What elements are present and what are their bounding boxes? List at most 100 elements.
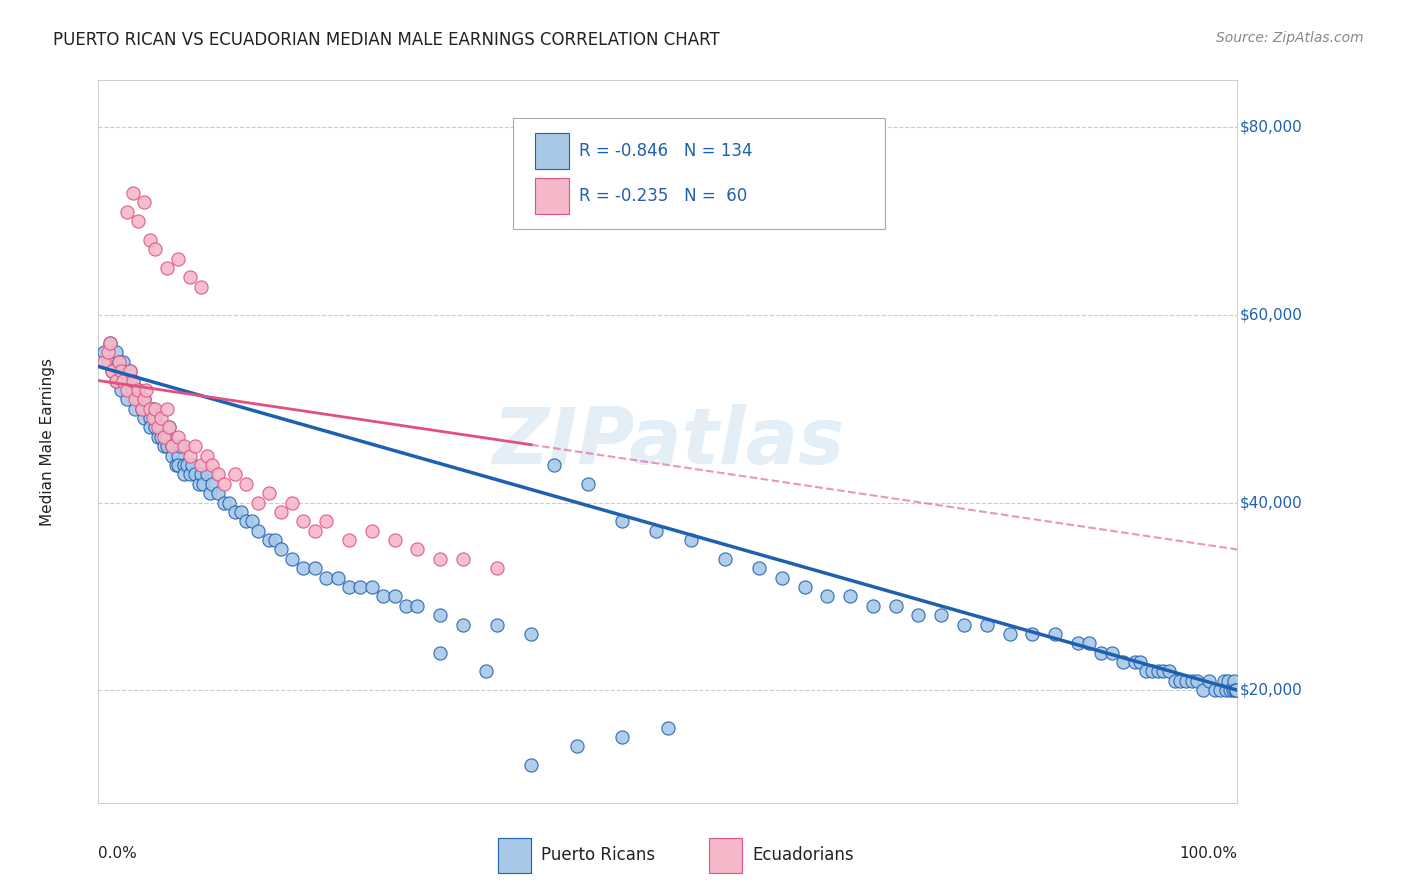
Point: [451, 617, 474, 632]
Point: [612, 730, 634, 744]
Point: [167, 449, 190, 463]
Point: [132, 392, 155, 407]
Point: [156, 401, 179, 416]
Point: [195, 467, 218, 482]
Point: [146, 420, 169, 434]
Point: [429, 551, 451, 566]
Point: [486, 617, 509, 632]
Point: [1043, 627, 1066, 641]
Point: [156, 439, 179, 453]
Point: [138, 411, 160, 425]
Point: [1187, 673, 1209, 688]
Point: [246, 524, 269, 538]
Text: $20,000: $20,000: [1240, 682, 1302, 698]
Point: [304, 561, 326, 575]
Point: [315, 571, 337, 585]
Point: [1140, 665, 1163, 679]
Point: [131, 401, 153, 416]
Point: [998, 627, 1021, 641]
Point: [1129, 655, 1152, 669]
Point: [93, 345, 115, 359]
Point: [180, 458, 202, 472]
Point: [292, 561, 315, 575]
Point: [145, 411, 167, 425]
Point: [235, 476, 257, 491]
Point: [1204, 683, 1226, 698]
Point: [132, 392, 155, 407]
Point: [1198, 673, 1220, 688]
Point: [839, 590, 862, 604]
Point: [406, 599, 429, 613]
Point: [1212, 673, 1234, 688]
Point: [1215, 683, 1237, 698]
Point: [184, 467, 207, 482]
Text: PUERTO RICAN VS ECUADORIAN MEDIAN MALE EARNINGS CORRELATION CHART: PUERTO RICAN VS ECUADORIAN MEDIAN MALE E…: [53, 31, 720, 49]
Point: [793, 580, 815, 594]
Text: Ecuadorians: Ecuadorians: [752, 847, 853, 864]
Point: [127, 392, 149, 407]
Point: [179, 449, 201, 463]
Point: [259, 533, 281, 547]
Text: R = -0.846   N = 134: R = -0.846 N = 134: [579, 142, 752, 160]
Point: [384, 533, 406, 547]
Point: [198, 486, 221, 500]
Point: [142, 411, 165, 425]
Point: [98, 336, 121, 351]
Point: [1219, 683, 1241, 698]
Point: [201, 476, 224, 491]
Text: $60,000: $60,000: [1240, 308, 1302, 322]
Point: [224, 505, 246, 519]
Point: [349, 580, 371, 594]
Point: [304, 524, 326, 538]
Point: [1218, 673, 1240, 688]
Point: [110, 364, 132, 378]
Text: $80,000: $80,000: [1240, 120, 1302, 135]
Point: [264, 533, 287, 547]
Point: [156, 430, 179, 444]
Point: [1101, 646, 1123, 660]
Point: [337, 580, 360, 594]
Point: [150, 411, 173, 425]
Text: 100.0%: 100.0%: [1180, 847, 1237, 861]
Point: [131, 401, 153, 416]
Point: [187, 476, 209, 491]
Point: [145, 242, 167, 256]
Point: [384, 590, 406, 604]
Point: [127, 214, 149, 228]
Point: [121, 383, 143, 397]
Point: [98, 336, 121, 351]
Point: [162, 449, 184, 463]
Point: [145, 420, 167, 434]
Point: [110, 383, 132, 397]
Point: [1192, 683, 1215, 698]
Point: [474, 665, 496, 679]
Point: [1225, 683, 1247, 698]
Point: [565, 739, 588, 754]
Point: [190, 458, 212, 472]
Point: [1181, 673, 1204, 688]
Point: [953, 617, 976, 632]
Point: [108, 355, 131, 369]
Text: $40,000: $40,000: [1240, 495, 1302, 510]
Point: [315, 514, 337, 528]
Point: [976, 617, 998, 632]
Point: [1123, 655, 1146, 669]
Point: [235, 514, 257, 528]
Point: [1078, 636, 1101, 650]
Point: [270, 505, 292, 519]
Point: [429, 646, 451, 660]
Point: [748, 561, 770, 575]
Point: [714, 551, 737, 566]
Point: [195, 449, 218, 463]
Point: [127, 383, 149, 397]
Point: [162, 439, 184, 453]
Point: [104, 374, 127, 388]
Text: Source: ZipAtlas.com: Source: ZipAtlas.com: [1216, 31, 1364, 45]
Point: [138, 401, 160, 416]
Point: [1170, 673, 1192, 688]
Point: [862, 599, 884, 613]
Point: [1067, 636, 1090, 650]
Point: [169, 439, 191, 453]
Point: [270, 542, 292, 557]
Text: Median Male Earnings: Median Male Earnings: [39, 358, 55, 525]
